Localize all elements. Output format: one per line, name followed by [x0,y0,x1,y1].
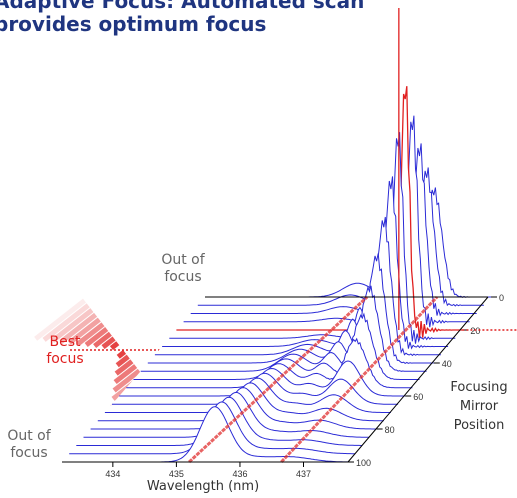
z-axis-line [347,296,489,463]
trace-fill-30 [162,176,449,349]
focus-bar-bottom-3 [113,364,138,385]
x-tick-label-436: 436 [232,469,247,479]
spectrum-trace-25 [169,132,456,344]
spectrum-trace-15 [183,115,470,328]
trace-fill-100 [62,406,348,462]
x-axis-label: Wavelength (nm) [146,479,260,494]
focus-bar-bottom-1 [115,354,130,368]
z-tick-label-40: 40 [442,359,452,369]
focus-bar-top-9 [34,298,87,341]
chart-title-line-2: provides optimum focus [0,12,267,36]
x-tick-label-437: 437 [296,469,311,479]
focus-bar-bottom-0 [116,349,127,359]
focus-bar-top-2 [93,331,112,349]
focus-bar-bottom-2 [114,359,134,376]
trace-fill-35 [154,217,441,356]
spectral-traces [62,86,491,463]
peak-track-0 [280,295,439,464]
x-tick-label-435: 435 [169,469,184,479]
focus-bar-top-0 [109,341,120,351]
spectrum-trace-30 [162,176,449,350]
focus-bar-top-7 [50,308,94,343]
peak-tracks [188,8,439,464]
out-of-focus-bottom-label: Out of focus [7,428,51,461]
focus-bar-top-8 [42,303,90,342]
trace-fill-0 [205,187,491,298]
focus-bar-top-5 [67,317,101,345]
peak-track-1 [188,295,369,464]
trace-fill-10 [190,143,477,316]
focus-bar-top-6 [59,312,98,344]
spectrum-trace-35 [154,216,441,357]
trace-fill-40 [147,253,434,364]
spectrum-trace-40 [147,253,434,364]
spectrum-trace-55 [126,337,413,389]
spectrum-trace-45 [140,285,427,372]
chart-title-line-1: Adaptive Focus: Automated scan [0,0,365,13]
focusing-mirror-position-label: Focusing Mirror Position [450,380,508,433]
trace-fill-25 [169,132,456,344]
z-tick-label-100: 100 [356,458,371,468]
out-of-focus-top-label: Out of focus [161,252,205,285]
axes: 434 435 436 437 0 20 40 60 80 100 [62,293,517,479]
trace-fill-20 [176,86,463,339]
best-focus-label: Best focus [46,334,84,367]
focus-bar-top-3 [84,327,109,347]
z-tick-label-60: 60 [413,392,423,402]
z-tick-label-80: 80 [385,425,395,435]
z-tick-label-0: 0 [499,293,504,303]
focus-bar-top-1 [101,336,116,350]
focus-bar-bottom-4 [112,368,141,393]
x-tick-label-434: 434 [105,469,120,479]
spectrum-trace-20 [176,86,463,339]
spectrum-trace-50 [133,312,420,380]
focus-bar-top-4 [76,322,105,346]
spectrum-trace-10 [190,143,477,317]
z-tick-label-20: 20 [470,326,480,336]
trace-fill-15 [183,115,470,328]
